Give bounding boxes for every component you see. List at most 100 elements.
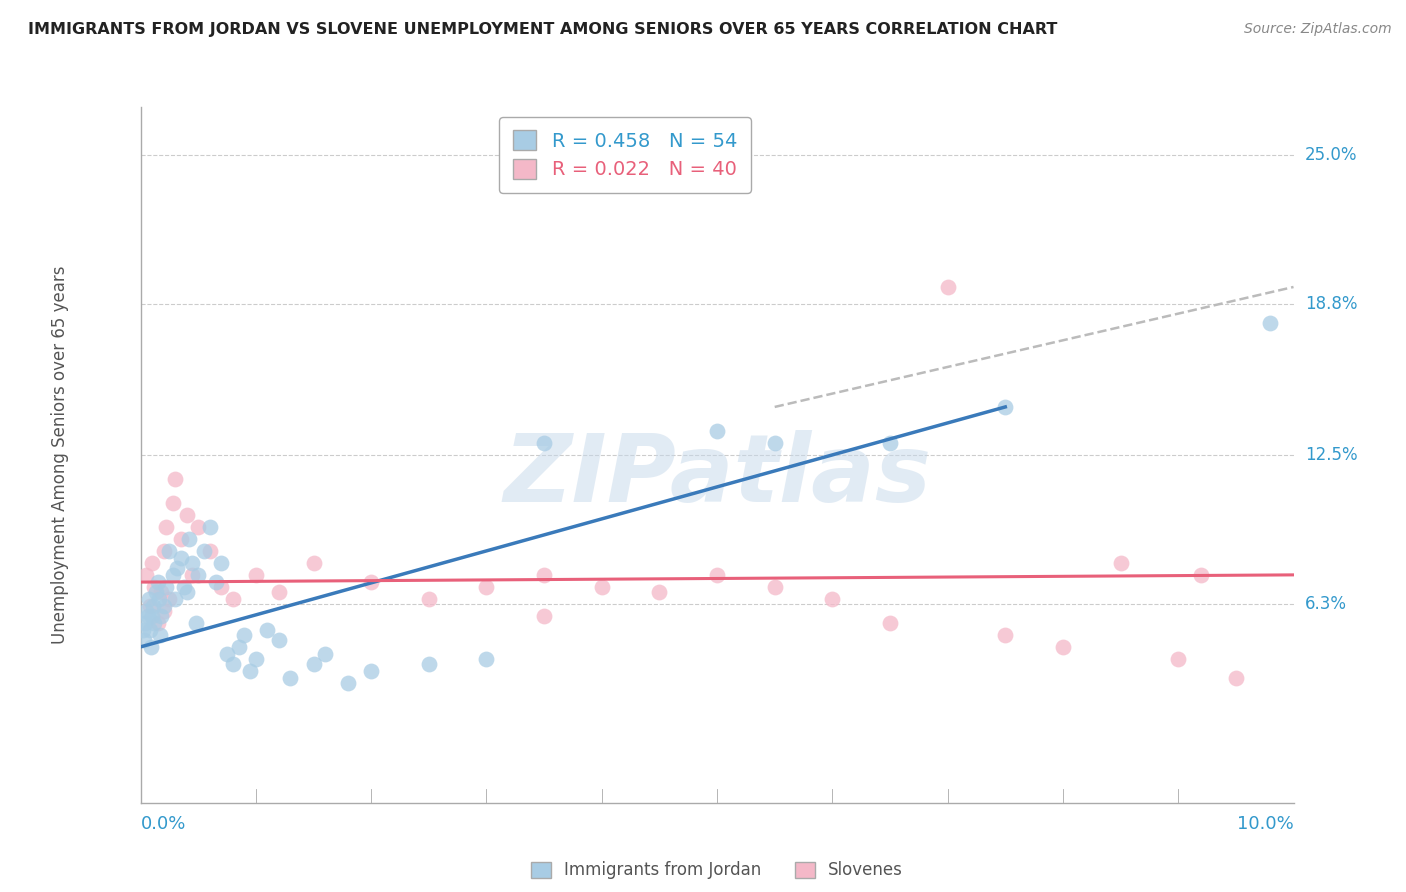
Text: 0.0%: 0.0% xyxy=(141,814,186,833)
Point xyxy=(193,544,215,558)
Point xyxy=(165,472,187,486)
Text: 6.3%: 6.3% xyxy=(1305,595,1347,613)
Point xyxy=(879,436,901,450)
Point xyxy=(166,560,188,574)
Point xyxy=(181,567,204,582)
Point xyxy=(132,632,155,647)
Point xyxy=(245,652,267,666)
Point xyxy=(763,580,786,594)
Point xyxy=(139,599,162,613)
Point xyxy=(198,520,221,534)
Point xyxy=(418,657,440,671)
Point xyxy=(1167,652,1189,666)
Point xyxy=(187,520,209,534)
Point xyxy=(1109,556,1132,570)
Point xyxy=(591,580,613,594)
Point xyxy=(360,575,382,590)
Point xyxy=(165,591,187,606)
Point xyxy=(132,623,155,637)
Point xyxy=(222,591,245,606)
Point xyxy=(155,520,177,534)
Point xyxy=(146,615,169,630)
Point xyxy=(155,580,177,594)
Point xyxy=(936,280,959,294)
Point xyxy=(1052,640,1074,654)
Point xyxy=(198,544,221,558)
Point xyxy=(763,436,786,450)
Point xyxy=(239,664,262,678)
Point xyxy=(143,615,166,630)
Point xyxy=(648,584,671,599)
Text: 25.0%: 25.0% xyxy=(1305,146,1357,164)
Point xyxy=(148,591,170,606)
Point xyxy=(337,676,360,690)
Point xyxy=(139,640,162,654)
Point xyxy=(146,575,169,590)
Point xyxy=(475,580,498,594)
Point xyxy=(1260,316,1282,330)
Point xyxy=(217,647,239,661)
Point xyxy=(143,580,166,594)
Point xyxy=(994,400,1017,414)
Point xyxy=(1189,567,1212,582)
Point xyxy=(360,664,382,678)
Point xyxy=(879,615,901,630)
Point xyxy=(138,591,160,606)
Point xyxy=(314,647,336,661)
Point xyxy=(159,544,180,558)
Point xyxy=(176,584,198,599)
Point xyxy=(204,575,226,590)
Point xyxy=(142,599,165,613)
Point xyxy=(135,567,157,582)
Point xyxy=(209,580,232,594)
Point xyxy=(162,567,184,582)
Point xyxy=(139,623,162,637)
Point xyxy=(475,652,498,666)
Point xyxy=(173,580,195,594)
Text: 12.5%: 12.5% xyxy=(1305,446,1357,464)
Point xyxy=(187,567,209,582)
Point xyxy=(181,556,204,570)
Point xyxy=(134,615,156,630)
Point xyxy=(280,671,302,685)
Text: Source: ZipAtlas.com: Source: ZipAtlas.com xyxy=(1244,22,1392,37)
Point xyxy=(302,657,325,671)
Point xyxy=(136,608,159,623)
Point xyxy=(418,591,440,606)
Point xyxy=(170,532,193,546)
Point xyxy=(706,567,728,582)
Point xyxy=(152,599,174,613)
Point xyxy=(150,608,173,623)
Point xyxy=(302,556,325,570)
Point xyxy=(145,584,167,599)
Point xyxy=(141,556,163,570)
Point xyxy=(177,532,200,546)
Text: 10.0%: 10.0% xyxy=(1237,814,1294,833)
Point xyxy=(1225,671,1247,685)
Point xyxy=(141,608,163,623)
Point xyxy=(994,628,1017,642)
Point xyxy=(176,508,198,522)
Point xyxy=(152,544,174,558)
Point xyxy=(233,628,256,642)
Point xyxy=(533,567,555,582)
Text: ZIPatlas: ZIPatlas xyxy=(503,430,931,522)
Point xyxy=(267,632,290,647)
Point xyxy=(245,567,267,582)
Point xyxy=(149,628,172,642)
Point xyxy=(706,424,728,438)
Point xyxy=(267,584,290,599)
Point xyxy=(533,436,555,450)
Point xyxy=(159,591,180,606)
Point xyxy=(228,640,250,654)
Point xyxy=(184,615,207,630)
Point xyxy=(170,551,193,566)
Point xyxy=(152,604,174,618)
Point xyxy=(209,556,232,570)
Point xyxy=(821,591,844,606)
Point xyxy=(222,657,245,671)
Text: Unemployment Among Seniors over 65 years: Unemployment Among Seniors over 65 years xyxy=(51,266,69,644)
Text: IMMIGRANTS FROM JORDAN VS SLOVENE UNEMPLOYMENT AMONG SENIORS OVER 65 YEARS CORRE: IMMIGRANTS FROM JORDAN VS SLOVENE UNEMPL… xyxy=(28,22,1057,37)
Point xyxy=(150,584,173,599)
Point xyxy=(256,623,278,637)
